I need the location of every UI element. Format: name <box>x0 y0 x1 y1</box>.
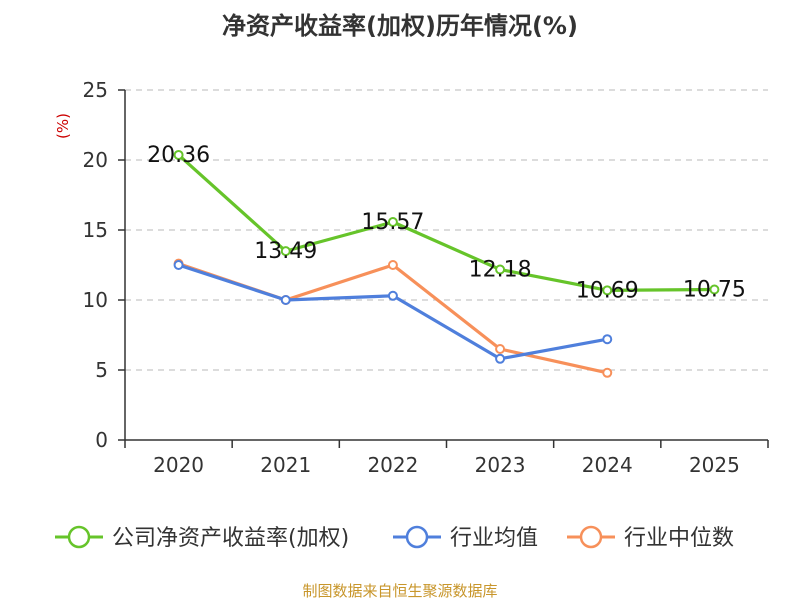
data-labels: 20.36 13.49 15.57 12.18 10.69 10.75 <box>147 143 746 303</box>
x-tick-label: 2023 <box>475 453 526 477</box>
series-0-point <box>173 149 184 160</box>
legend-item[interactable]: 行业中位数 <box>567 525 734 551</box>
y-axis-label: (%) <box>54 113 72 139</box>
series-0-point <box>602 285 613 296</box>
chart-title: 净资产收益率(加权)历年情况(%) <box>222 12 578 40</box>
x-tick-label: 2022 <box>367 453 418 477</box>
legend-label: 公司净资产收益率(加权) <box>112 526 349 551</box>
x-tick-label: 2024 <box>582 453 633 477</box>
series-1-point <box>387 290 398 301</box>
series-2-point <box>602 367 613 378</box>
y-tick-label: 0 <box>95 428 108 452</box>
series-0-point <box>709 284 720 295</box>
legend[interactable]: 公司净资产收益率(加权) 行业均值 行业中位数 <box>55 525 734 551</box>
data-label: 12.18 <box>469 257 532 282</box>
legend-marker-icon <box>67 525 91 549</box>
series-0-point <box>387 217 398 228</box>
series-2-point <box>495 344 506 354</box>
data-label: 10.69 <box>576 278 639 303</box>
y-tick-label: 15 <box>83 218 108 242</box>
y-tick-label: 20 <box>83 148 108 172</box>
legend-label: 行业中位数 <box>624 526 734 551</box>
legend-marker-icon <box>579 525 603 549</box>
y-tick-label: 10 <box>83 288 108 312</box>
legend-item[interactable]: 行业均值 <box>393 525 538 551</box>
legend-item[interactable]: 公司净资产收益率(加权) <box>55 525 349 551</box>
gridlines <box>125 89 768 371</box>
y-tick-label: 5 <box>95 358 108 382</box>
series-1-point <box>602 334 613 345</box>
legend-label: 行业均值 <box>450 526 538 551</box>
series-0-line <box>177 153 715 292</box>
series-group <box>173 149 720 378</box>
series-1-point <box>173 260 184 270</box>
y-tick-label: 25 <box>83 78 108 102</box>
series-0-point <box>280 246 291 257</box>
series-1-point <box>495 353 506 364</box>
data-label: 13.49 <box>254 239 317 264</box>
x-tick-label: 2025 <box>689 453 740 477</box>
data-label: 10.75 <box>683 278 746 303</box>
data-label: 15.57 <box>361 210 424 235</box>
series-0-point <box>495 264 506 275</box>
x-tick-label: 2020 <box>153 453 204 477</box>
series-2-line <box>178 262 608 375</box>
legend-marker-icon <box>405 525 429 549</box>
source-note: 制图数据来自恒生聚源数据库 <box>302 582 497 600</box>
series-1-point <box>280 295 291 305</box>
data-label: 20.36 <box>147 143 210 168</box>
x-tick-label: 2021 <box>260 453 311 477</box>
series-2-point <box>387 260 398 270</box>
